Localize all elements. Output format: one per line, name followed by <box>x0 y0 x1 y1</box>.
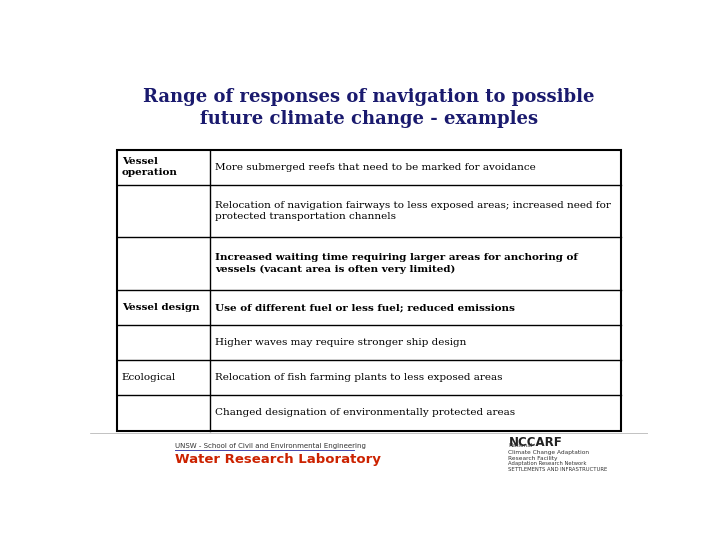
Text: Relocation of navigation fairways to less exposed areas; increased need for
prot: Relocation of navigation fairways to les… <box>215 201 611 221</box>
Text: Relocation of fish farming plants to less exposed areas: Relocation of fish farming plants to les… <box>215 373 503 382</box>
Bar <box>117 150 621 430</box>
Text: Adaptation Research Network
SETTLEMENTS AND INFRASTRUCTURE: Adaptation Research Network SETTLEMENTS … <box>508 461 608 472</box>
Text: UNSW - School of Civil and Environmental Engineering: UNSW - School of Civil and Environmental… <box>175 443 366 449</box>
Text: National
Climate Change Adaptation
Research Facility: National Climate Change Adaptation Resea… <box>508 443 590 461</box>
Text: More submerged reefs that need to be marked for avoidance: More submerged reefs that need to be mar… <box>215 163 536 172</box>
Text: Water Research Laboratory: Water Research Laboratory <box>175 453 381 465</box>
Text: Use of different fuel or less fuel; reduced emissions: Use of different fuel or less fuel; redu… <box>215 303 515 312</box>
Text: Range of responses of navigation to possible
future climate change - examples: Range of responses of navigation to poss… <box>143 88 595 128</box>
Text: Vessel design: Vessel design <box>122 303 199 312</box>
Text: Vessel
operation: Vessel operation <box>122 157 178 177</box>
Text: Higher waves may require stronger ship design: Higher waves may require stronger ship d… <box>215 338 467 347</box>
Text: Ecological: Ecological <box>122 373 176 382</box>
Text: Changed designation of environmentally protected areas: Changed designation of environmentally p… <box>215 408 515 417</box>
Text: Increased waiting time requiring larger areas for anchoring of
vessels (vacant a: Increased waiting time requiring larger … <box>215 253 577 274</box>
Text: NCCARF: NCCARF <box>508 436 562 449</box>
